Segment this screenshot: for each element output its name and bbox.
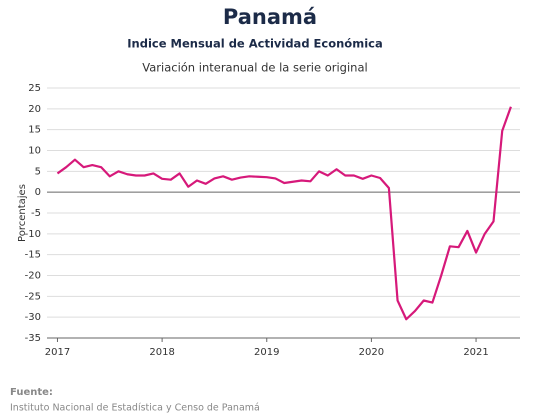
y-tick-label: -25	[25, 291, 41, 302]
y-tick-label: 15	[28, 125, 41, 136]
y-tick-label: -30	[25, 312, 41, 323]
y-tick-label: -35	[25, 333, 41, 344]
y-tick-label: 25	[28, 83, 41, 94]
y-tick-label: 5	[35, 166, 41, 177]
x-tick-label: 2018	[149, 347, 174, 358]
source: Instituto Nacional de Estadística y Cens…	[10, 403, 260, 414]
chart-title: Panamá	[223, 5, 317, 29]
y-tick-label: -5	[31, 208, 41, 219]
source-label: Fuente:	[10, 387, 53, 398]
data-line	[56, 106, 512, 321]
y-axis-label: Porcentajes	[17, 184, 28, 242]
y-tick-label: 20	[28, 104, 41, 115]
x-tick-label: 2017	[45, 347, 70, 358]
y-tick-label: 0	[35, 187, 41, 198]
x-tick-label: 2021	[463, 347, 488, 358]
x-tick-label: 2020	[359, 347, 384, 358]
y-tick-label: -10	[25, 229, 41, 240]
y-tick-label: -20	[25, 271, 41, 282]
y-tick-label: 10	[28, 146, 41, 157]
chart-note: Variación interanual de la serie origina…	[142, 61, 367, 75]
chart-subtitle: Indice Mensual de Actividad Económica	[127, 37, 382, 51]
x-tick-label: 2019	[254, 347, 279, 358]
y-tick-label: -15	[25, 250, 41, 261]
